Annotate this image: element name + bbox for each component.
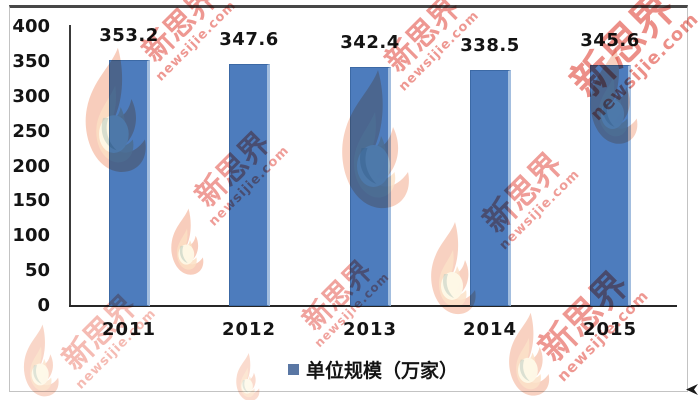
x-tick-label: 2011 [101, 319, 157, 340]
bar-2013 [349, 67, 391, 306]
chart-legend: 单位规模（万家） [70, 358, 676, 382]
x-tick-label: 2013 [342, 319, 398, 340]
y-tick-label: 250 [12, 120, 50, 142]
legend-label: 单位规模（万家） [305, 359, 458, 382]
legend-marker [287, 363, 299, 375]
y-tick-label: 50 [24, 260, 50, 282]
bar-2012 [228, 63, 270, 306]
bar-2014 [469, 69, 511, 306]
bar-value-label: 342.4 [340, 32, 400, 54]
y-tick-label: 150 [12, 190, 50, 212]
y-tick-label: 350 [12, 50, 50, 72]
y-tick-label: 100 [12, 225, 50, 247]
bar-value-label: 347.6 [219, 28, 279, 50]
bar-value-label: 345.6 [580, 29, 640, 51]
bar-2015 [589, 64, 631, 306]
y-tick-label: 0 [37, 295, 50, 316]
x-tick-label: 2015 [582, 319, 638, 340]
bar-value-label: 338.5 [460, 34, 520, 56]
y-axis-line [69, 25, 71, 306]
x-tick-label: 2012 [221, 319, 277, 340]
y-tick-label: 300 [12, 85, 50, 107]
x-tick-label: 2014 [462, 319, 518, 340]
mouse-cursor-icon [686, 384, 698, 395]
y-tick-label: 400 [12, 16, 50, 37]
bar-value-label: 353.2 [99, 24, 159, 46]
y-tick-label: 200 [12, 155, 50, 177]
x-axis-line [69, 305, 677, 307]
chart-frame [9, 5, 688, 392]
bar-2011 [108, 59, 150, 306]
